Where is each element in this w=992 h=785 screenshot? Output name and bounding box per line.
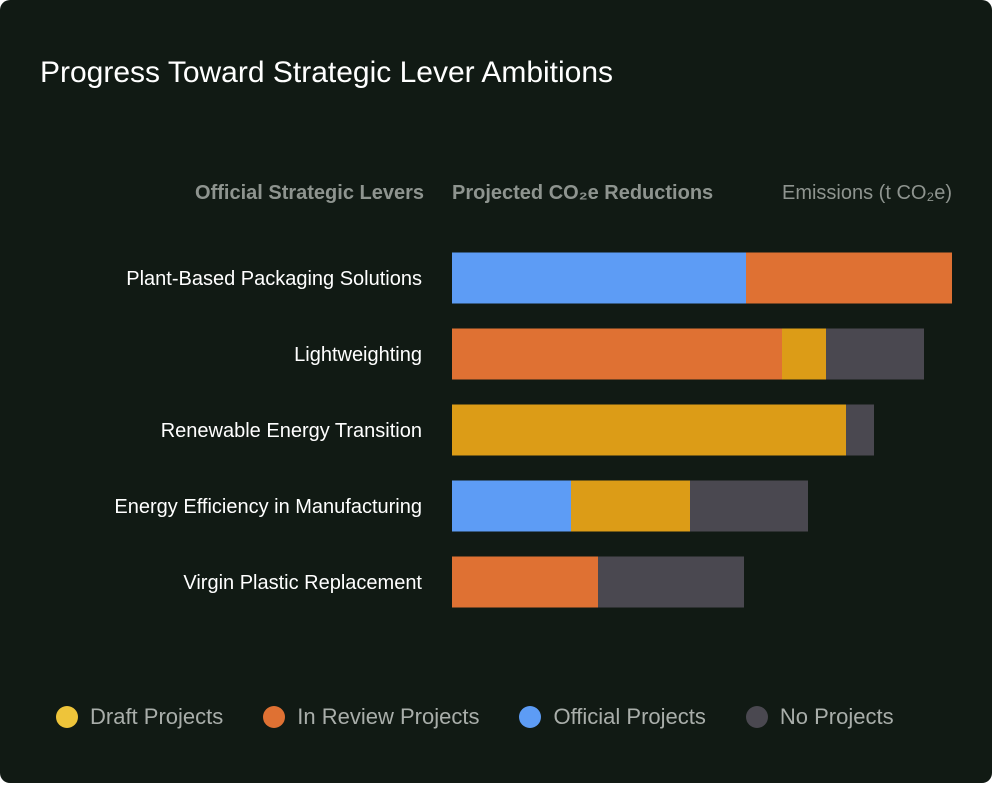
legend-swatch-draft <box>56 706 78 728</box>
legend-item-in-review: In Review Projects <box>263 704 479 730</box>
legend-label-draft: Draft Projects <box>90 704 224 729</box>
legend-item-official: Official Projects <box>519 704 706 730</box>
legend-label-in-review: In Review Projects <box>297 704 480 729</box>
legend-label-no-projects: No Projects <box>779 704 894 729</box>
legend-swatch-no-projects <box>745 706 768 728</box>
bar-renewable-energy-transition-no-projects <box>846 404 874 456</box>
bar-lightweighting-draft <box>782 328 826 380</box>
category-label-plant-based-packaging-solutions: Plant-Based Packaging Solutions <box>126 268 422 290</box>
bar-virgin-plastic-replacement-no-projects <box>598 556 744 608</box>
bar-plant-based-packaging-solutions-official <box>452 252 746 304</box>
reductions-column-header: Projected CO₂e Reductions <box>452 182 714 204</box>
category-label-renewable-energy-transition: Renewable Energy Transition <box>161 420 422 442</box>
legend-swatch-official <box>519 706 542 728</box>
category-label-virgin-plastic-replacement: Virgin Plastic Replacement <box>183 572 422 594</box>
bar-energy-efficiency-in-manufacturing-official <box>452 480 571 532</box>
legend-item-no-projects: No Projects <box>745 704 894 730</box>
legend-label-official: Official Projects <box>553 704 706 729</box>
legend: Draft Projects In Review Projects Offici… <box>56 704 894 730</box>
bar-energy-efficiency-in-manufacturing-draft <box>571 480 690 532</box>
bar-lightweighting-no-projects <box>826 328 924 380</box>
chart-title: Progress Toward Strategic Lever Ambition… <box>40 56 614 89</box>
legend-swatch-in-review <box>263 706 286 728</box>
category-label-lightweighting: Lightweighting <box>294 344 422 366</box>
category-label-energy-efficiency-in-manufacturing: Energy Efficiency in Manufacturing <box>114 496 422 518</box>
bar-lightweighting-in-review <box>452 328 782 380</box>
bar-plant-based-packaging-solutions-in-review <box>746 252 952 304</box>
bar-energy-efficiency-in-manufacturing-no-projects <box>690 480 808 532</box>
levers-column-header: Official Strategic Levers <box>195 182 424 204</box>
emissions-column-header: Emissions (t CO₂e) <box>781 182 952 204</box>
bar-renewable-energy-transition-draft <box>452 404 846 456</box>
legend-item-draft: Draft Projects <box>56 704 223 730</box>
bar-virgin-plastic-replacement-in-review <box>452 556 598 608</box>
